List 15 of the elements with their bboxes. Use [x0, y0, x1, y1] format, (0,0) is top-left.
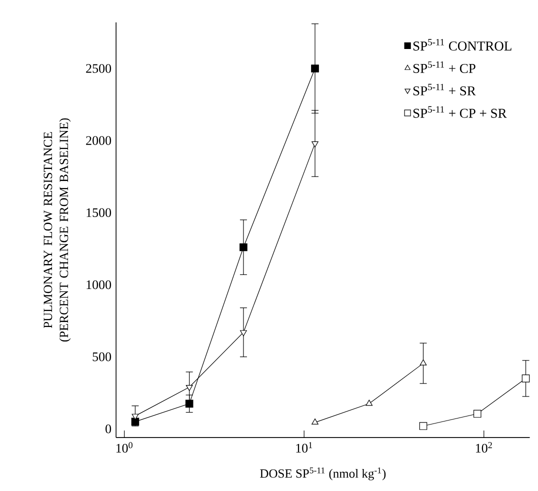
x-tick-label: 10$^{0}$ [116, 442, 132, 453]
y-tick-label: 2500 [86, 64, 112, 73]
x-tick-label: 10$^{1}$ [296, 442, 312, 453]
y-tick-label: 2000 [86, 136, 112, 145]
legend-label: SP$^{5-11}$ CONTROL [413, 39, 512, 51]
y-tick-label: 0 [106, 424, 112, 434]
y-axis-title: PULMONARY FLOW RESISTANCE (PERCENT CHANGE FROM BASELINE) [44, 118, 71, 342]
legend-label: SP$^{5-11}$ + CP + SR [413, 106, 507, 118]
x-tick-label: 10$^{2}$ [476, 442, 492, 453]
legend-label: SP$^{5-11}$ + CP [413, 61, 476, 74]
y-tick-label: 1500 [86, 208, 112, 218]
y-tick-label: 1000 [86, 280, 112, 290]
legend-label: SP$^{5-11}$ + SR [413, 84, 476, 96]
x-axis-title: DOSE SP$^{5-11}$ (nmol kg$^{-1}$) [260, 467, 386, 480]
y-tick-label: 500 [92, 352, 112, 362]
